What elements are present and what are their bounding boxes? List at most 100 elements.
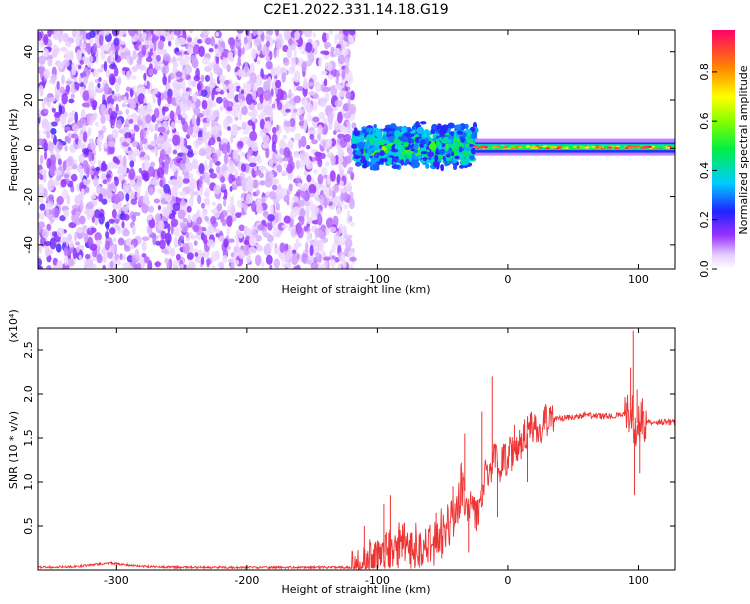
- carrier-peak: [510, 146, 517, 150]
- heatmap-noise-blob: [126, 114, 134, 119]
- heatmap-noise-blob: [142, 128, 147, 138]
- snr-x-tick-label: 100: [628, 574, 649, 587]
- heatmap-band-blob: [425, 137, 430, 145]
- heatmap-noise-blob: [157, 143, 161, 148]
- heatmap-noise-blob: [340, 192, 345, 202]
- heatmap-noise-blob: [200, 202, 206, 209]
- heatmap-noise-blob: [125, 237, 133, 247]
- heatmap-noise-blob: [246, 228, 253, 237]
- heatmap-band-blob: [396, 150, 402, 157]
- heatmap-noise-blob: [60, 46, 67, 52]
- heatmap-noise-blob: [159, 239, 166, 250]
- heatmap-band-blob: [398, 155, 404, 160]
- heatmap-noise-blob: [317, 173, 324, 185]
- heatmap-noise-blob: [233, 245, 241, 253]
- heatmap-noise-blob: [100, 172, 107, 181]
- heatmap-noise-blob: [115, 119, 123, 130]
- heatmap-noise-blob: [108, 218, 115, 224]
- heatmap-noise-blob: [187, 213, 192, 224]
- heatmap-band-blob: [470, 131, 478, 140]
- heatmap-noise-blob: [264, 33, 271, 42]
- heatmap-noise-blob: [108, 133, 114, 141]
- heatmap-noise-blob: [293, 75, 301, 83]
- heatmap-noise-blob: [130, 37, 135, 43]
- heatmap-noise-blob: [141, 236, 150, 241]
- heatmap-noise-blob: [64, 50, 72, 61]
- heatmap-noise-blob: [72, 30, 77, 38]
- heatmap-noise-blob: [347, 76, 354, 84]
- heatmap-band-blob: [454, 150, 459, 155]
- colorbar-tick-label: 0.4: [698, 162, 711, 180]
- heatmap-noise-blob: [49, 166, 53, 177]
- heatmap-y-axis-title: Frequency (Hz): [7, 109, 20, 192]
- heatmap-noise-blob: [351, 122, 357, 129]
- heatmap-band-blob: [355, 151, 362, 156]
- heatmap-noise-blob: [251, 48, 257, 60]
- heatmap-band-blob: [439, 127, 447, 135]
- heatmap-noise-blob: [234, 71, 238, 77]
- heatmap-noise-blob: [262, 127, 269, 134]
- heatmap-noise-blob: [94, 69, 100, 78]
- heatmap-noise-blob: [129, 160, 135, 168]
- heatmap-noise-blob: [193, 240, 198, 246]
- heatmap-noise-blob: [341, 47, 349, 56]
- heatmap-noise-blob: [337, 200, 341, 210]
- heatmap-noise-blob: [100, 114, 106, 124]
- heatmap-noise-blob: [349, 30, 356, 36]
- heatmap-noise-blob: [262, 142, 270, 149]
- heatmap-noise-blob: [245, 93, 253, 105]
- heatmap-noise-blob: [267, 213, 275, 222]
- heatmap-noise-blob: [192, 224, 200, 233]
- heatmap-noise-blob: [154, 261, 161, 267]
- heatmap-noise-blob: [201, 99, 208, 110]
- heatmap-noise-blob: [223, 188, 228, 199]
- heatmap-noise-blob: [239, 211, 247, 216]
- heatmap-noise-blob: [333, 47, 342, 58]
- heatmap-noise-blob: [186, 252, 194, 260]
- heatmap-noise-blob: [172, 260, 178, 269]
- heatmap-noise-blob: [243, 239, 250, 246]
- heatmap-noise-blob: [243, 244, 250, 256]
- heatmap-noise-blob: [94, 208, 101, 219]
- heatmap-noise-blob: [337, 235, 346, 247]
- heatmap-noise-blob: [221, 48, 230, 58]
- heatmap-noise-blob: [85, 32, 92, 40]
- heatmap-noise-blob: [155, 240, 161, 246]
- heatmap-noise-blob: [59, 215, 66, 222]
- heatmap-noise-blob: [45, 131, 51, 139]
- heatmap-noise-blob: [92, 112, 98, 120]
- heatmap-noise-blob: [130, 198, 138, 206]
- heatmap-noise-blob: [101, 198, 108, 205]
- heatmap-band-blob: [413, 142, 419, 150]
- colorbar-tick-label: 0.8: [698, 63, 711, 81]
- heatmap-noise-blob: [122, 47, 129, 52]
- heatmap-noise-blob: [51, 73, 57, 82]
- heatmap-noise-blob: [204, 140, 208, 147]
- heatmap-noise-blob: [105, 231, 110, 239]
- heatmap-noise-blob: [217, 124, 222, 130]
- heatmap-noise-blob: [156, 167, 165, 179]
- heatmap-noise-blob: [136, 115, 142, 127]
- heatmap-noise-blob: [178, 235, 185, 241]
- heatmap-noise-blob: [162, 106, 169, 112]
- heatmap-noise-blob: [71, 64, 77, 76]
- heatmap-noise-blob: [101, 160, 106, 171]
- heatmap-noise-blob: [230, 135, 234, 143]
- heatmap-noise-blob: [43, 150, 48, 160]
- heatmap-noise-blob: [271, 184, 278, 191]
- heatmap-band-blob: [413, 148, 419, 154]
- heatmap-band-blob: [448, 143, 456, 149]
- heatmap-noise-blob: [66, 155, 74, 167]
- heatmap-noise-blob: [297, 227, 304, 239]
- heatmap-noise-blob: [329, 48, 335, 58]
- heatmap-noise-blob: [217, 261, 225, 268]
- heatmap-noise-blob: [95, 87, 104, 94]
- heatmap-noise-blob: [95, 166, 101, 172]
- heatmap-noise-blob: [312, 241, 319, 247]
- heatmap-noise-blob: [43, 96, 51, 103]
- heatmap-noise-blob: [282, 44, 289, 53]
- heatmap-noise-blob: [182, 30, 186, 39]
- heatmap-noise-blob: [303, 119, 308, 129]
- heatmap-noise-blob: [129, 100, 136, 110]
- heatmap-y-tick-label: 20: [22, 93, 35, 107]
